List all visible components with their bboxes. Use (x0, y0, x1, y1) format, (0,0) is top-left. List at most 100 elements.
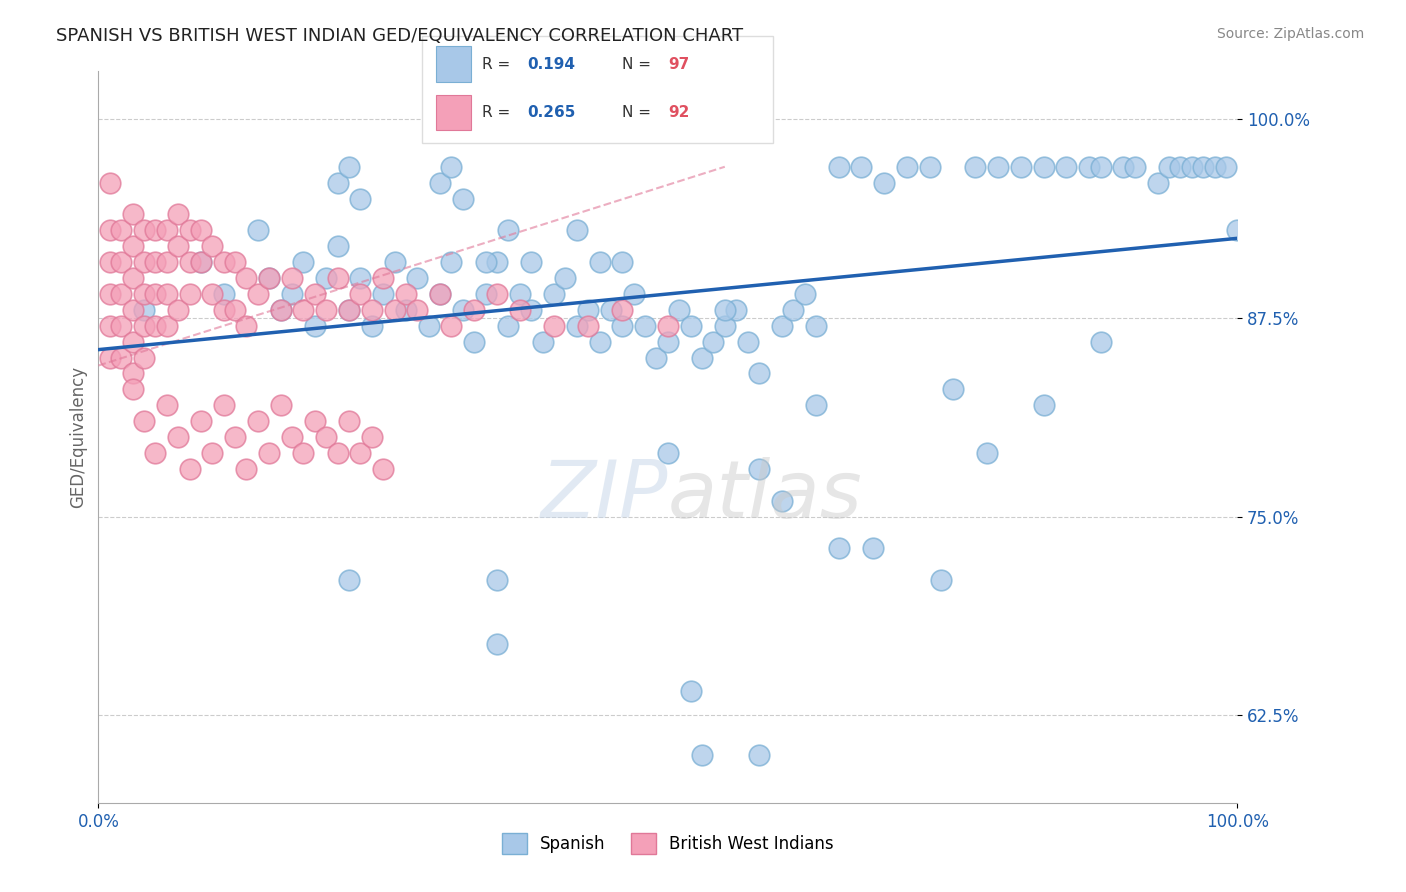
Point (212, 302, 235, 317)
Point (259, 446, 281, 460)
Point (121, 207, 143, 221)
Point (679, 684, 702, 698)
Point (486, 255, 509, 269)
Point (588, 334, 610, 349)
Point (121, 271, 143, 285)
Point (337, 573, 360, 587)
Point (679, 318, 702, 333)
FancyBboxPatch shape (436, 95, 471, 130)
Point (212, 255, 235, 269)
Point (246, 287, 269, 301)
Point (110, 351, 132, 365)
Text: 92: 92 (668, 105, 689, 120)
Point (132, 302, 155, 317)
Point (1204, 160, 1226, 174)
Point (212, 287, 235, 301)
Point (793, 287, 815, 301)
Point (212, 398, 235, 412)
Point (326, 176, 349, 190)
Point (98, 287, 121, 301)
Point (770, 318, 793, 333)
Point (132, 318, 155, 333)
Text: 97: 97 (668, 57, 689, 72)
Point (384, 255, 406, 269)
Text: N =: N = (621, 105, 657, 120)
Point (1078, 160, 1101, 174)
Point (235, 462, 257, 476)
Point (576, 302, 599, 317)
Point (201, 446, 224, 460)
Point (304, 287, 326, 301)
Point (349, 446, 371, 460)
Point (156, 223, 179, 237)
Point (463, 334, 485, 349)
Point (987, 160, 1010, 174)
Point (714, 302, 737, 317)
Point (565, 223, 588, 237)
FancyBboxPatch shape (422, 36, 773, 143)
Point (612, 255, 634, 269)
Text: 0.265: 0.265 (527, 105, 575, 120)
Point (224, 255, 246, 269)
Point (98, 223, 121, 237)
Point (167, 302, 190, 317)
Point (657, 318, 679, 333)
Point (190, 255, 212, 269)
Point (145, 318, 167, 333)
Point (645, 351, 668, 365)
Point (554, 271, 576, 285)
Point (145, 223, 167, 237)
FancyBboxPatch shape (436, 46, 471, 82)
Point (371, 271, 394, 285)
Point (657, 334, 679, 349)
Point (145, 446, 167, 460)
Point (349, 287, 371, 301)
Point (270, 398, 292, 412)
Point (121, 367, 143, 381)
Point (395, 287, 418, 301)
Point (451, 192, 474, 206)
Point (486, 637, 509, 651)
Point (179, 462, 201, 476)
Point (270, 302, 292, 317)
Point (110, 318, 132, 333)
Point (565, 318, 588, 333)
Point (235, 318, 257, 333)
Point (418, 318, 440, 333)
Point (1146, 176, 1168, 190)
Point (179, 223, 201, 237)
Point (371, 462, 394, 476)
Point (110, 255, 132, 269)
Point (440, 160, 463, 174)
Point (315, 430, 337, 444)
Point (440, 318, 463, 333)
Point (600, 302, 623, 317)
Point (98, 176, 121, 190)
Point (110, 223, 132, 237)
Point (463, 302, 485, 317)
Point (145, 287, 167, 301)
Point (429, 176, 451, 190)
Point (965, 160, 987, 174)
Point (337, 302, 360, 317)
Point (224, 302, 246, 317)
Point (349, 192, 371, 206)
Legend: Spanish, British West Indians: Spanish, British West Indians (495, 827, 841, 860)
Point (326, 446, 349, 460)
Point (429, 287, 451, 301)
Point (474, 287, 496, 301)
Point (1170, 160, 1192, 174)
Point (337, 302, 360, 317)
Point (520, 302, 543, 317)
Point (725, 302, 748, 317)
Point (828, 160, 851, 174)
Point (498, 318, 520, 333)
Point (292, 302, 315, 317)
Point (121, 383, 143, 397)
Point (942, 383, 965, 397)
Point (98, 318, 121, 333)
Point (918, 160, 941, 174)
Point (110, 287, 132, 301)
Point (657, 446, 679, 460)
Point (360, 302, 382, 317)
